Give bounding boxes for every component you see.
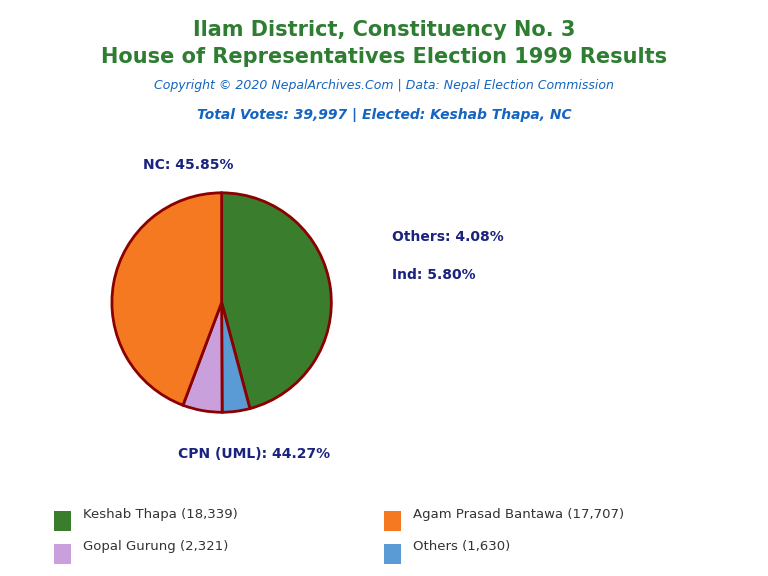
Text: CPN (UML): 44.27%: CPN (UML): 44.27% xyxy=(178,447,330,461)
Text: NC: 45.85%: NC: 45.85% xyxy=(144,158,234,172)
Text: Ind: 5.80%: Ind: 5.80% xyxy=(392,268,475,282)
Wedge shape xyxy=(222,302,250,412)
Text: Agam Prasad Bantawa (17,707): Agam Prasad Bantawa (17,707) xyxy=(413,507,624,521)
Text: Total Votes: 39,997 | Elected: Keshab Thapa, NC: Total Votes: 39,997 | Elected: Keshab Th… xyxy=(197,108,571,122)
Text: Gopal Gurung (2,321): Gopal Gurung (2,321) xyxy=(83,540,228,554)
Text: Copyright © 2020 NepalArchives.Com | Data: Nepal Election Commission: Copyright © 2020 NepalArchives.Com | Dat… xyxy=(154,79,614,93)
Wedge shape xyxy=(112,193,222,406)
Wedge shape xyxy=(222,193,331,408)
Text: House of Representatives Election 1999 Results: House of Representatives Election 1999 R… xyxy=(101,47,667,67)
Text: Others (1,630): Others (1,630) xyxy=(413,540,510,554)
Text: Keshab Thapa (18,339): Keshab Thapa (18,339) xyxy=(83,507,237,521)
Wedge shape xyxy=(183,302,222,412)
Text: Others: 4.08%: Others: 4.08% xyxy=(392,230,504,244)
Text: Ilam District, Constituency No. 3: Ilam District, Constituency No. 3 xyxy=(193,20,575,40)
